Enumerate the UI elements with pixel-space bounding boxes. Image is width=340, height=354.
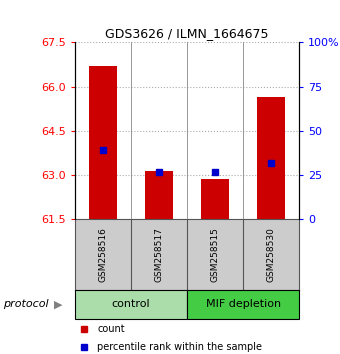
Text: percentile rank within the sample: percentile rank within the sample xyxy=(97,342,262,352)
Text: ▶: ▶ xyxy=(54,299,62,309)
Bar xyxy=(89,66,117,219)
Text: GSM258517: GSM258517 xyxy=(154,227,164,282)
Bar xyxy=(75,290,187,319)
Bar xyxy=(145,171,173,219)
Text: MIF depletion: MIF depletion xyxy=(206,299,280,309)
Bar xyxy=(187,290,299,319)
Text: GSM258515: GSM258515 xyxy=(210,227,220,282)
Text: control: control xyxy=(112,299,150,309)
Text: count: count xyxy=(97,324,125,334)
Title: GDS3626 / ILMN_1664675: GDS3626 / ILMN_1664675 xyxy=(105,27,269,40)
Bar xyxy=(201,179,229,219)
Text: protocol: protocol xyxy=(3,299,49,309)
Bar xyxy=(257,97,285,219)
Text: GSM258516: GSM258516 xyxy=(98,227,107,282)
Text: GSM258530: GSM258530 xyxy=(267,227,276,282)
